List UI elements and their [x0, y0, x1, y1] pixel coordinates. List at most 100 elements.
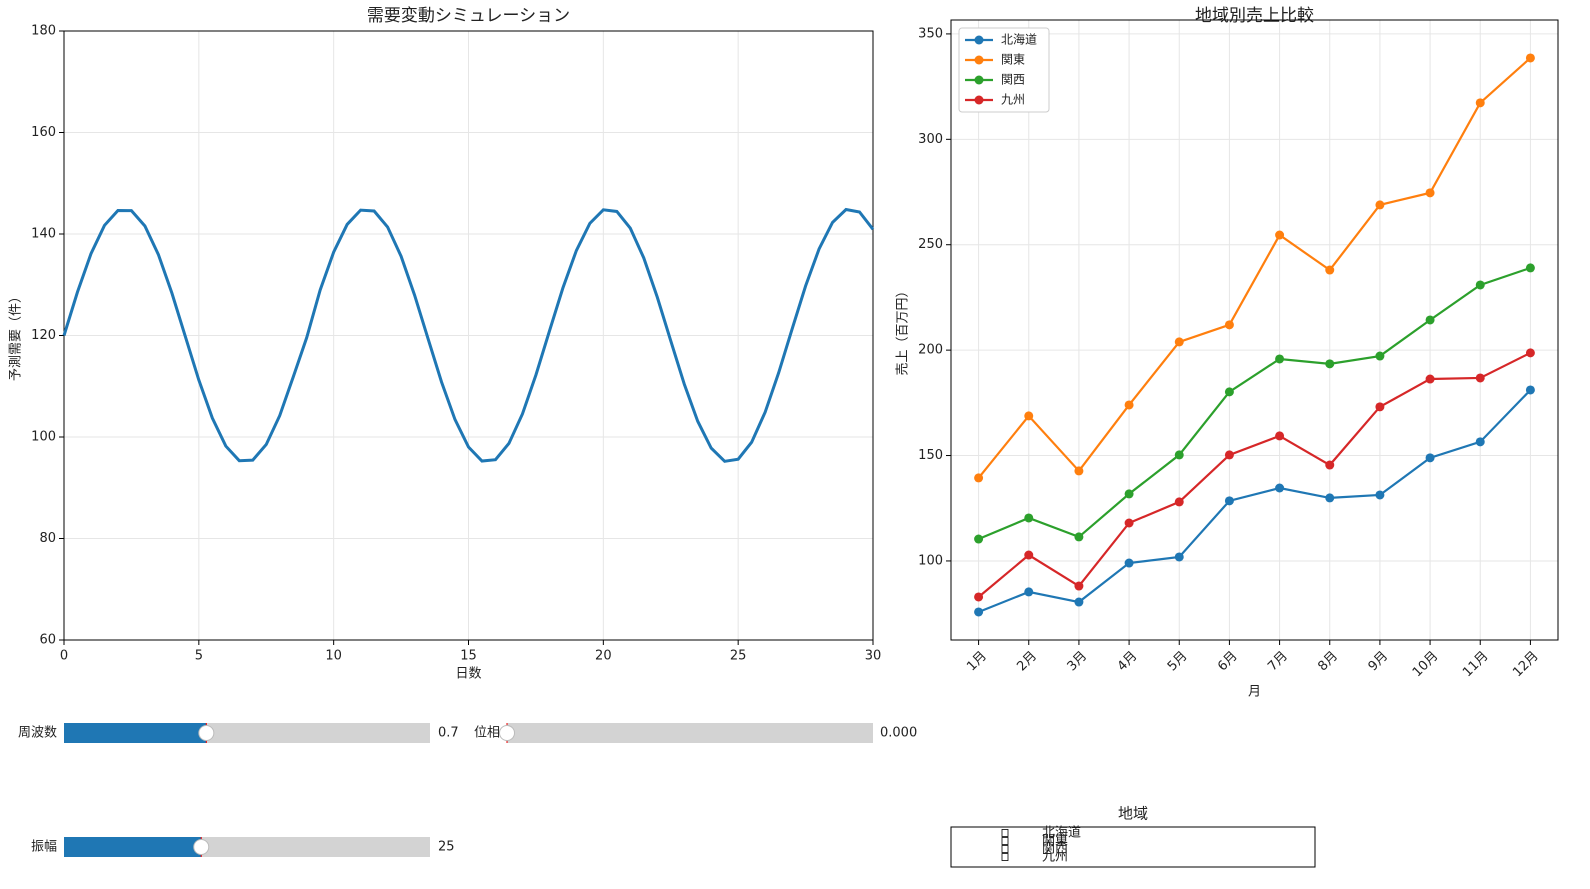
checks-frame	[950, 826, 1316, 868]
plot-frame	[950, 19, 1559, 641]
slider-value: 0.000	[880, 726, 917, 741]
x-tick-label: 1月	[964, 649, 990, 675]
slider-handle[interactable]	[193, 839, 210, 855]
series-line	[978, 266, 1531, 541]
check-box[interactable]	[1001, 853, 1009, 861]
chart-title: 需要変動シミュレーション	[367, 6, 570, 26]
check-label: 関西	[1042, 842, 1068, 857]
point	[1525, 348, 1535, 358]
slider-handle[interactable]	[499, 725, 515, 741]
point	[1024, 513, 1034, 523]
y-tick-label: 140	[31, 227, 56, 242]
point	[1475, 437, 1485, 447]
point	[1074, 581, 1084, 591]
point	[1224, 496, 1234, 506]
point	[974, 607, 984, 617]
point	[974, 473, 984, 483]
series-line	[977, 351, 1531, 598]
point	[1174, 450, 1184, 460]
legend-marker	[974, 75, 984, 85]
point	[1074, 532, 1084, 542]
point	[1475, 373, 1485, 383]
x-tick-label: 7月	[1265, 649, 1291, 675]
series-line	[978, 389, 1532, 613]
slider-handle[interactable]	[198, 725, 215, 741]
point	[1525, 385, 1535, 395]
point	[1074, 597, 1084, 607]
y-tick-label: 80	[39, 531, 56, 546]
y-tick-label: 100	[918, 553, 943, 568]
series-line	[62, 207, 875, 463]
point	[1275, 230, 1285, 240]
legend-marker	[974, 95, 984, 105]
point	[1124, 400, 1134, 410]
slider-value: 0.7	[438, 726, 459, 741]
point	[1174, 337, 1184, 347]
slider-label: 位相	[474, 726, 500, 741]
point	[1375, 200, 1385, 210]
x-tick-label: 3月	[1065, 649, 1091, 675]
legend-marker	[974, 35, 984, 45]
y-tick-label: 180	[31, 24, 56, 39]
point	[1124, 558, 1134, 568]
point	[1174, 497, 1184, 507]
x-tick-label: 5月	[1165, 649, 1191, 675]
point	[974, 534, 984, 544]
legend-label: 北海道	[1001, 32, 1037, 47]
x-tick-label: 8月	[1315, 649, 1341, 675]
point	[1224, 450, 1234, 460]
check-box[interactable]	[1001, 845, 1009, 853]
point	[1425, 188, 1435, 198]
slider-fill	[64, 723, 207, 743]
x-tick-label: 10月	[1410, 649, 1441, 680]
point	[1375, 351, 1385, 361]
x-tick-label: 12月	[1510, 649, 1541, 680]
x-axis-label: 日数	[455, 667, 481, 682]
point	[1074, 466, 1084, 476]
point	[1275, 354, 1285, 364]
y-axis-label: 予測需要（件）	[9, 290, 24, 381]
x-tick-label: 9月	[1366, 649, 1392, 675]
x-tick-label: 25	[730, 649, 747, 664]
point	[1325, 359, 1335, 369]
check-box[interactable]	[1001, 837, 1009, 845]
y-tick-label: 300	[918, 132, 943, 147]
legend-marker	[974, 55, 984, 65]
point	[1425, 315, 1435, 325]
check-box[interactable]	[1001, 829, 1009, 837]
x-tick-label: 11月	[1460, 649, 1491, 680]
point	[1024, 587, 1034, 597]
y-tick-label: 100	[31, 430, 56, 445]
x-tick-label: 2月	[1014, 649, 1040, 675]
slider-label: 振幅	[31, 840, 57, 855]
y-tick-label: 200	[918, 343, 943, 358]
series-line	[977, 57, 1532, 479]
point	[1174, 552, 1184, 562]
slider-track[interactable]	[507, 723, 873, 743]
x-tick-label: 10	[325, 649, 342, 664]
point	[1375, 490, 1385, 500]
checks-title: 地域	[1118, 805, 1148, 823]
point	[1525, 53, 1535, 63]
check-label: 九州	[1042, 850, 1068, 865]
point	[1325, 460, 1335, 470]
slider-fill	[64, 837, 202, 857]
slider-value: 25	[438, 840, 455, 855]
check-label: 関東	[1042, 833, 1068, 849]
y-tick-label: 350	[918, 26, 943, 41]
legend-label: 関東	[1001, 53, 1025, 67]
point	[974, 592, 984, 602]
point	[1224, 387, 1234, 397]
slider-label: 周波数	[18, 726, 57, 741]
legend-label: 関西	[1001, 73, 1025, 87]
point	[1425, 374, 1435, 384]
y-tick-label: 250	[918, 237, 943, 252]
y-tick-label: 160	[31, 125, 56, 140]
x-tick-label: 20	[595, 649, 612, 664]
x-tick-label: 4月	[1115, 649, 1141, 675]
point	[1124, 489, 1134, 499]
legend-label: 九州	[1001, 93, 1025, 107]
legend-box	[958, 27, 1050, 113]
point	[1275, 431, 1285, 441]
